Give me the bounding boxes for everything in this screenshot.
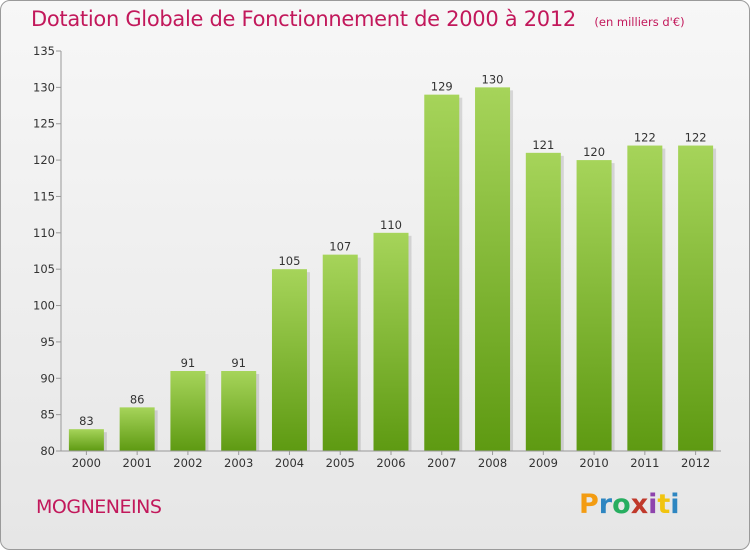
bar-value-label: 110 [380, 218, 402, 232]
y-tick-label: 95 [40, 335, 55, 349]
x-tick-label: 2001 [123, 456, 152, 470]
logo-letter: P [579, 489, 599, 520]
bar [576, 160, 612, 451]
y-tick-label: 110 [33, 226, 55, 240]
y-axis: 80 85 90 95 100 105 110 115 120 125 130 135 [33, 44, 62, 458]
y-tick-label: 80 [40, 444, 55, 458]
logo-letter: o [612, 489, 631, 520]
bar-value-label: 130 [482, 72, 504, 86]
y-tick-label: 90 [40, 371, 55, 385]
x-tick-label: 2007 [427, 456, 456, 470]
bar [678, 145, 714, 451]
x-tick-label: 2000 [72, 456, 101, 470]
bar-value-label: 122 [685, 131, 707, 145]
x-tick-label: 2008 [478, 456, 507, 470]
chart-subtitle: (en milliers d'€) [594, 15, 685, 29]
commune-name: MOGNENEINS [36, 496, 162, 518]
bar-value-label: 129 [431, 80, 453, 94]
logo-letter: r [598, 489, 613, 520]
bar-value-label: 86 [130, 392, 145, 406]
y-tick-label: 135 [33, 44, 55, 58]
bar-value-label: 122 [634, 131, 656, 145]
bar [424, 94, 460, 452]
bar-value-label: 83 [79, 414, 94, 428]
x-tick-label: 2004 [275, 456, 304, 470]
x-tick-label: 2006 [376, 456, 405, 470]
bar-value-label: 91 [231, 356, 246, 370]
y-tick-label: 115 [33, 189, 55, 203]
y-tick-label: 85 [40, 408, 55, 422]
bar [627, 145, 663, 451]
x-tick-label: 2003 [224, 456, 253, 470]
logo-letter: i [648, 489, 658, 520]
bar-value-label: 121 [532, 138, 554, 152]
x-tick-label: 2009 [529, 456, 558, 470]
bar [119, 407, 155, 451]
bar-value-label: 105 [278, 254, 300, 268]
bar [271, 269, 307, 451]
logo-letter: i [670, 489, 680, 520]
title-row: Dotation Globale de Fonctionnement de 20… [31, 7, 685, 31]
bar [525, 152, 561, 451]
x-tick-label: 2002 [173, 456, 202, 470]
x-tick-label: 2005 [326, 456, 355, 470]
bar [373, 232, 409, 451]
bar [170, 371, 206, 451]
y-tick-label: 130 [33, 80, 55, 94]
proxiti-logo: Proxiti [579, 489, 680, 520]
chart-title: Dotation Globale de Fonctionnement de 20… [31, 7, 576, 31]
x-tick-label: 2010 [579, 456, 608, 470]
x-tick-label: 2012 [681, 456, 710, 470]
bar [322, 254, 358, 451]
logo-letter: x [630, 489, 649, 520]
bar-value-label: 120 [583, 145, 605, 159]
logo-letter: t [657, 489, 671, 520]
bar-value-label: 91 [181, 356, 196, 370]
bar [68, 429, 104, 451]
bar [475, 87, 511, 451]
bars: 83 86 91 91 105 107 110 129 130 121 120 122 122 [68, 72, 717, 452]
bar-value-label: 107 [329, 240, 351, 254]
x-tick-label: 2011 [630, 456, 659, 470]
y-tick-label: 105 [33, 262, 55, 276]
x-axis: 2000 2001 2002 2003 2004 2005 2006 2007 2008 2009… [61, 450, 721, 470]
y-tick-label: 100 [33, 299, 55, 313]
bar [221, 371, 257, 451]
y-tick-label: 125 [33, 117, 55, 131]
y-tick-label: 120 [33, 153, 55, 167]
